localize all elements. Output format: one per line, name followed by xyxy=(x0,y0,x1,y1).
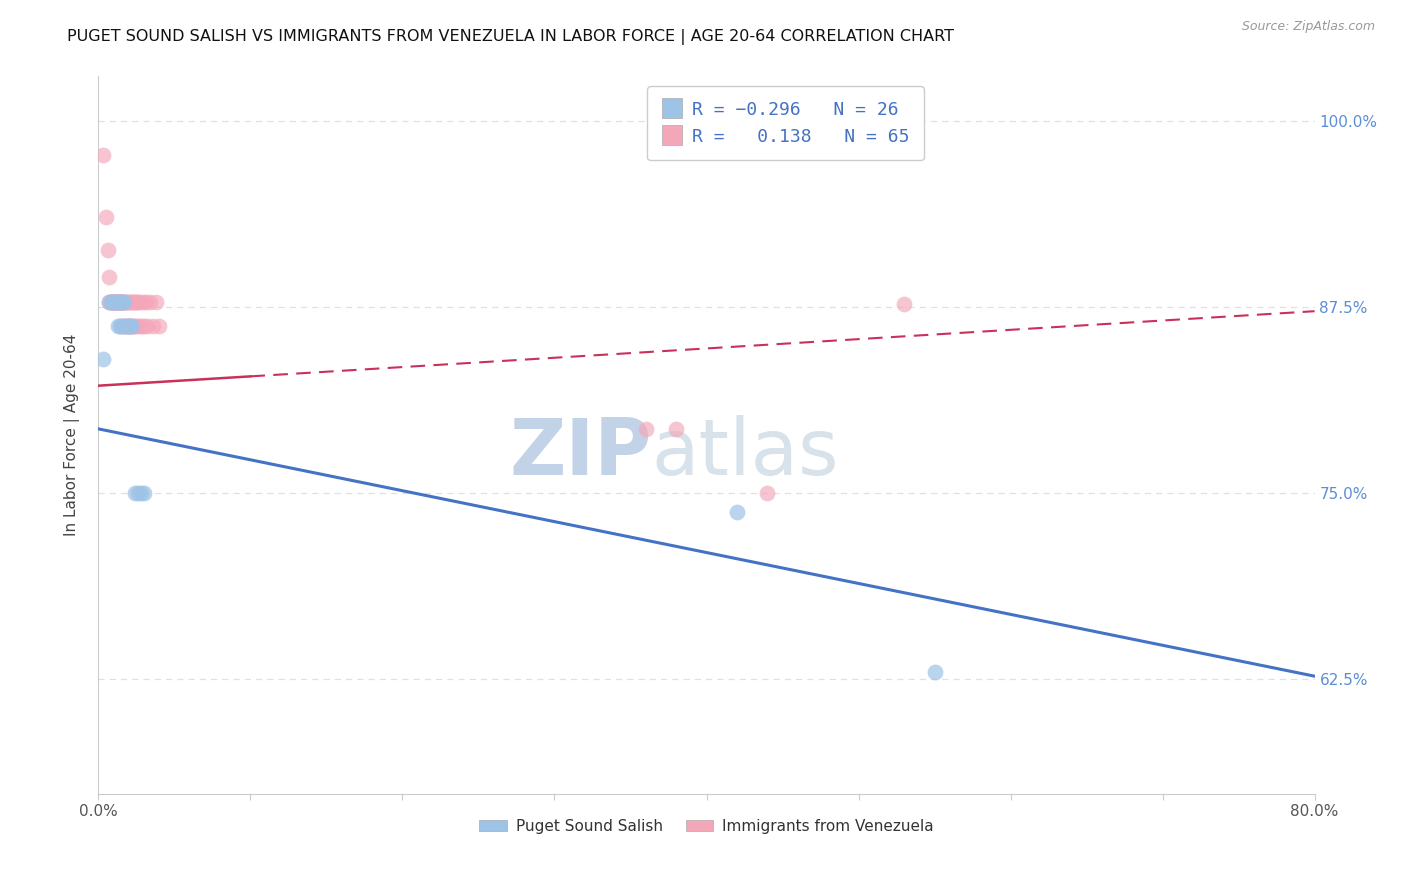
Point xyxy=(117,319,139,334)
Point xyxy=(665,422,688,436)
Point xyxy=(107,295,129,310)
Point xyxy=(101,295,124,310)
Point xyxy=(136,319,159,334)
Text: ZIP: ZIP xyxy=(509,415,652,491)
Point xyxy=(124,319,146,334)
Point xyxy=(112,295,135,310)
Point xyxy=(124,486,146,500)
Point xyxy=(100,295,122,310)
Point xyxy=(98,269,121,284)
Point xyxy=(108,319,131,334)
Point xyxy=(114,319,136,334)
Point xyxy=(104,295,127,310)
Point xyxy=(91,351,114,366)
Point xyxy=(114,319,136,334)
Point xyxy=(132,486,155,500)
Point xyxy=(107,319,129,334)
Point xyxy=(110,295,132,310)
Text: Source: ZipAtlas.com: Source: ZipAtlas.com xyxy=(1241,20,1375,33)
Point xyxy=(103,295,125,310)
Point xyxy=(103,295,125,310)
Point xyxy=(104,295,127,310)
Point xyxy=(94,211,117,225)
Point xyxy=(101,295,124,310)
Point xyxy=(131,295,153,310)
Legend: Puget Sound Salish, Immigrants from Venezuela: Puget Sound Salish, Immigrants from Vene… xyxy=(472,813,941,840)
Point xyxy=(725,505,748,519)
Point xyxy=(128,319,150,334)
Point xyxy=(103,295,125,310)
Point xyxy=(105,295,128,310)
Point xyxy=(121,319,143,334)
Point xyxy=(105,295,128,310)
Text: PUGET SOUND SALISH VS IMMIGRANTS FROM VENEZUELA IN LABOR FORCE | AGE 20-64 CORRE: PUGET SOUND SALISH VS IMMIGRANTS FROM VE… xyxy=(67,29,955,45)
Point xyxy=(107,295,129,310)
Text: atlas: atlas xyxy=(652,415,839,491)
Point xyxy=(118,319,141,334)
Point xyxy=(104,295,127,310)
Point xyxy=(111,295,134,310)
Point xyxy=(101,295,124,310)
Point xyxy=(112,319,135,334)
Point xyxy=(893,297,915,311)
Point xyxy=(110,319,132,334)
Point xyxy=(120,295,142,310)
Point xyxy=(117,295,139,310)
Point xyxy=(111,295,134,310)
Point xyxy=(101,295,124,310)
Point xyxy=(756,486,779,500)
Point xyxy=(111,295,134,310)
Point xyxy=(118,295,141,310)
Point xyxy=(634,422,657,436)
Point xyxy=(125,295,148,310)
Point xyxy=(105,295,128,310)
Point xyxy=(122,295,145,310)
Point xyxy=(108,295,131,310)
Point xyxy=(120,319,142,334)
Point xyxy=(110,295,132,310)
Point xyxy=(114,295,136,310)
Point xyxy=(121,295,143,310)
Point xyxy=(98,295,121,310)
Point xyxy=(117,319,139,334)
Point xyxy=(142,319,165,334)
Point xyxy=(107,295,129,310)
Point xyxy=(125,319,148,334)
Point xyxy=(121,319,143,334)
Point xyxy=(129,486,152,500)
Point xyxy=(124,295,146,310)
Point xyxy=(122,319,145,334)
Point xyxy=(135,295,157,310)
Point xyxy=(112,295,135,310)
Point xyxy=(924,665,946,679)
Point xyxy=(91,148,114,162)
Point xyxy=(110,295,132,310)
Point xyxy=(127,295,149,310)
Point xyxy=(145,295,167,310)
Point xyxy=(103,295,125,310)
Point xyxy=(101,295,124,310)
Point xyxy=(127,486,149,500)
Point xyxy=(120,319,142,334)
Point xyxy=(110,295,132,310)
Point xyxy=(100,295,122,310)
Point xyxy=(128,295,150,310)
Point xyxy=(139,295,162,310)
Point xyxy=(96,243,118,257)
Point xyxy=(118,319,141,334)
Point xyxy=(100,295,122,310)
Point xyxy=(111,319,134,334)
Point xyxy=(148,319,170,334)
Point xyxy=(132,319,155,334)
Point xyxy=(108,295,131,310)
Point xyxy=(111,319,134,334)
Point xyxy=(108,295,131,310)
Point xyxy=(129,319,152,334)
Point xyxy=(98,295,121,310)
Y-axis label: In Labor Force | Age 20-64: In Labor Force | Age 20-64 xyxy=(63,334,80,536)
Point xyxy=(114,295,136,310)
